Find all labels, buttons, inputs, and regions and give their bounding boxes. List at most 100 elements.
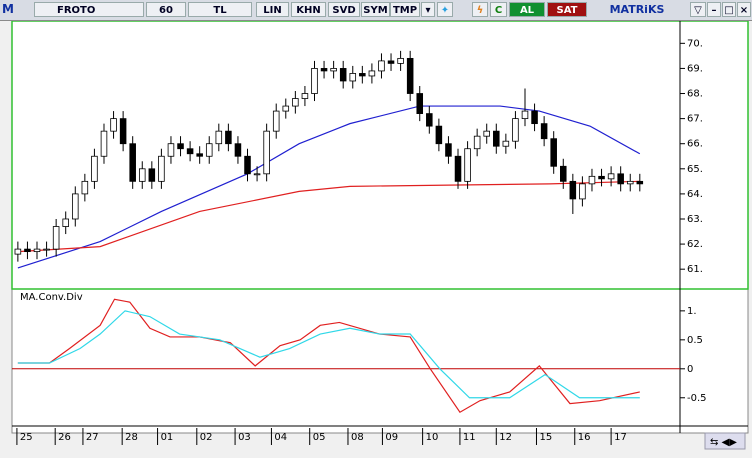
candle-body	[129, 143, 136, 182]
x-tick-label: 16	[578, 432, 591, 443]
y-tick-label: 0.5	[687, 335, 703, 346]
candle-body	[387, 60, 395, 64]
candle-body	[378, 60, 385, 72]
candle-body	[473, 135, 481, 150]
lin-button[interactable]: LIN	[256, 2, 289, 17]
buy-button[interactable]: AL	[509, 2, 545, 17]
flash-button[interactable]: ϟ	[472, 2, 488, 17]
x-tick-label: 04	[274, 432, 287, 443]
candle-body	[588, 175, 596, 185]
sym-button[interactable]: SYM	[361, 2, 390, 17]
svg-text:⇆ ◀▶: ⇆ ◀▶	[710, 437, 737, 448]
candle-body	[397, 57, 404, 64]
candle-body	[292, 98, 299, 107]
candle-body	[215, 130, 223, 145]
candle-body	[320, 68, 328, 72]
candle-body	[62, 218, 69, 227]
line	[17, 180, 640, 253]
x-tick-label: 25	[20, 432, 33, 443]
y-tick-label: -0.5	[687, 393, 707, 404]
x-tick-label: 15	[539, 432, 552, 443]
chart: MA.Conv.Div ⇆ ◀▶ 61. 62. 63. 64. 65. 66. 67. 68…	[11, 21, 749, 450]
x-tick-label: 17	[614, 432, 627, 443]
sell-button[interactable]: SAT	[547, 2, 587, 17]
candle-body	[502, 140, 510, 147]
candle-body	[272, 110, 280, 132]
candle-body	[598, 175, 605, 180]
candle-body	[339, 68, 347, 82]
close-button[interactable]: ×	[737, 2, 751, 17]
candle-body	[349, 73, 357, 82]
candle-body	[52, 226, 60, 250]
candle-body	[205, 143, 213, 157]
candle-body	[72, 193, 79, 220]
x-tick-label: 28	[125, 432, 138, 443]
x-tick-label: 10	[426, 432, 439, 443]
x-tick-label: 27	[86, 432, 99, 443]
candle-body	[359, 73, 366, 77]
main-panel-border	[11, 21, 749, 290]
x-tick-label: 02	[200, 432, 213, 443]
twitter-button[interactable]: ✦	[437, 2, 453, 17]
y-tick-label: 63.	[687, 214, 703, 225]
candle-body	[512, 118, 519, 142]
symbol-field[interactable]: FROTO	[34, 2, 144, 17]
candle-body	[263, 130, 270, 175]
candle-body	[81, 180, 89, 195]
candle-body	[33, 248, 41, 253]
candle-body	[138, 168, 146, 182]
y-tick-label: 64.	[687, 189, 703, 200]
candle-body	[91, 155, 98, 182]
candle-body	[617, 173, 624, 185]
candle-body	[435, 125, 443, 145]
y-tick-label: 70.	[687, 38, 703, 49]
y-tick-label: 62.	[687, 239, 703, 250]
y-tick-label: 68.	[687, 89, 703, 100]
period-field[interactable]: 60	[146, 2, 186, 17]
currency-field[interactable]: TL	[188, 2, 252, 17]
candle-body	[569, 180, 577, 200]
candle-body	[330, 68, 337, 72]
candle-body	[43, 248, 50, 251]
line	[17, 310, 640, 399]
candle-body	[483, 130, 490, 137]
candle-body	[416, 93, 424, 114]
svd-button[interactable]: SVD	[328, 2, 360, 17]
candle-body	[177, 143, 184, 150]
toolbar: M FROTO 60 TL LIN KHN SVD SYM TMP ▾ ✦ ϟ …	[0, 0, 752, 21]
candle-body	[186, 148, 194, 155]
scroll-buttons[interactable]: ⇆ ◀▶	[704, 432, 746, 450]
x-tick-label: 01	[161, 432, 174, 443]
tmp-button[interactable]: TMP	[390, 2, 420, 17]
menu-button[interactable]: ▽	[690, 2, 706, 17]
dropdown-button[interactable]: ▾	[421, 2, 435, 17]
y-tick-label: 61.	[687, 264, 703, 275]
line	[17, 298, 640, 414]
candle-body	[550, 138, 557, 167]
line	[17, 105, 641, 269]
y-tick-label: 1.	[687, 306, 697, 317]
candle-body	[406, 57, 414, 94]
candle-body	[368, 70, 376, 77]
x-tick-label: 08	[351, 432, 364, 443]
y-tick-label: 65.	[687, 164, 703, 175]
candle-body	[626, 180, 634, 185]
minimize-button[interactable]: –	[707, 2, 721, 17]
candle-body	[148, 168, 156, 182]
maximize-button[interactable]: □	[722, 2, 736, 17]
candle-body	[119, 118, 127, 145]
x-tick-label: 03	[238, 432, 251, 443]
khn-button[interactable]: KHN	[291, 2, 326, 17]
candle-body	[454, 155, 462, 182]
x-tick-label: 11	[463, 432, 476, 443]
candle-body	[244, 155, 251, 175]
candle-body	[24, 248, 31, 253]
candle-body	[158, 155, 165, 182]
x-tick-label: 12	[499, 432, 512, 443]
c-button[interactable]: C	[490, 2, 507, 17]
logo: M	[2, 2, 14, 16]
y-tick-label: 66.	[687, 139, 703, 150]
candle-body	[196, 153, 203, 157]
candle-body	[531, 110, 538, 125]
